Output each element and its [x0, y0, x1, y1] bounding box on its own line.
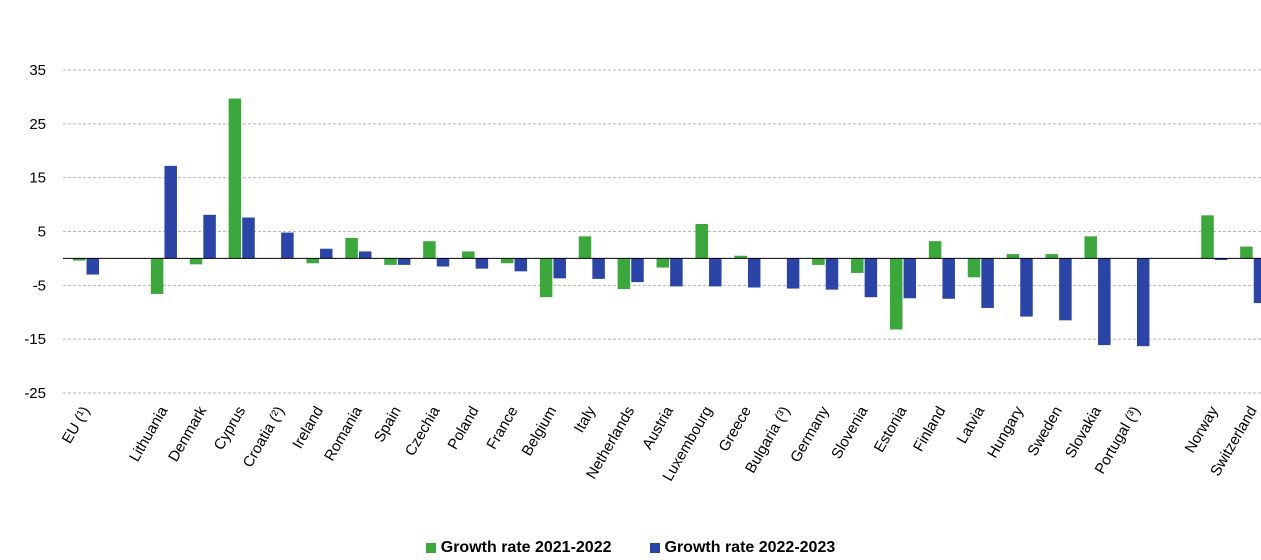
- bar-2022-2023: [981, 258, 994, 308]
- bar-2022-2023: [281, 232, 294, 259]
- bar-2022-2023: [631, 258, 644, 283]
- x-category-label: Czechia: [402, 403, 444, 459]
- x-category-label: EU (¹): [59, 404, 94, 447]
- bar-2021-2022: [1240, 246, 1253, 259]
- y-tick-label: -25: [24, 385, 46, 402]
- y-tick-label: 35: [29, 62, 46, 79]
- x-category-label: Spain: [371, 404, 405, 446]
- bar-2022-2023: [592, 258, 605, 279]
- legend-swatch-2022-2023: [649, 543, 660, 553]
- bar-2022-2023: [242, 217, 255, 259]
- bar-2021-2022: [384, 258, 397, 265]
- bars: [72, 98, 1261, 347]
- bar-2021-2022: [1045, 254, 1059, 259]
- x-category-label: Poland: [444, 403, 482, 452]
- x-category-label: Sweden: [1024, 404, 1066, 459]
- bar-2021-2022: [1201, 215, 1214, 259]
- x-category-label: Denmark: [165, 403, 210, 465]
- bar-2021-2022: [228, 98, 242, 259]
- bar-2022-2023: [747, 258, 761, 288]
- x-category-label: Ireland: [289, 404, 327, 452]
- bar-2021-2022: [928, 241, 942, 259]
- x-category-label: Finland: [910, 404, 949, 455]
- y-axis-tick-labels: 35 25 15 5 -5 -15 -25: [24, 62, 46, 402]
- bar-2022-2023: [825, 258, 839, 290]
- bar-2021-2022: [851, 258, 864, 273]
- legend-swatch-2021-2022: [425, 543, 436, 553]
- bar-2021-2022: [306, 258, 319, 264]
- y-tick-label: 5: [38, 224, 46, 241]
- bar-2022-2023: [86, 258, 100, 275]
- bar-2021-2022: [578, 236, 592, 259]
- bar-2021-2022: [617, 258, 631, 290]
- bar-2022-2023: [553, 258, 566, 279]
- bar-2021-2022: [1084, 236, 1097, 259]
- y-tick-label: -5: [33, 277, 46, 294]
- x-category-label: Hungary: [984, 403, 1027, 461]
- bar-2021-2022: [150, 258, 164, 294]
- x-category-label: Slovakia: [1062, 403, 1105, 461]
- bar-2022-2023: [1136, 258, 1150, 347]
- bar-2021-2022: [500, 258, 514, 264]
- bar-2021-2022: [539, 258, 553, 298]
- y-tick-label: -15: [24, 331, 46, 348]
- bar-2022-2023: [864, 258, 878, 298]
- x-category-label: Estonia: [871, 403, 911, 455]
- bar-2022-2023: [670, 258, 683, 287]
- bar-2021-2022: [889, 258, 903, 330]
- bar-2022-2023: [1059, 258, 1072, 321]
- bar-2021-2022: [812, 258, 825, 265]
- bar-2022-2023: [1020, 258, 1033, 317]
- y-tick-label: 25: [29, 116, 46, 133]
- bar-2021-2022: [72, 258, 86, 261]
- x-category-label: Cyprus: [211, 404, 249, 454]
- bar-2022-2023: [436, 258, 450, 267]
- bar-2021-2022: [1006, 254, 1020, 259]
- bar-2022-2023: [164, 165, 177, 259]
- y-tick-label: 15: [29, 170, 46, 187]
- bar-2022-2023: [475, 258, 489, 269]
- bar-2021-2022: [189, 258, 203, 265]
- bar-2021-2022: [967, 258, 981, 278]
- x-category-label: France: [483, 404, 521, 453]
- legend-label-2022-2023: Growth rate 2022-2023: [664, 539, 836, 556]
- x-category-label: Italy: [571, 403, 600, 436]
- x-category-label: Belgium: [519, 404, 561, 459]
- bar-2022-2023: [1098, 258, 1111, 346]
- bar-2021-2022: [656, 258, 670, 268]
- bar-2022-2023: [320, 248, 333, 259]
- bar-2021-2022: [345, 237, 358, 259]
- legend-label-2021-2022: Growth rate 2021-2022: [440, 539, 612, 556]
- bar-2022-2023: [397, 258, 411, 265]
- x-category-label: Romania: [321, 403, 366, 464]
- bar-2021-2022: [462, 251, 475, 259]
- bar-2021-2022: [423, 241, 436, 259]
- legend-item-2022-2023: Growth rate 2022-2023: [649, 536, 836, 560]
- x-category-label: Germany: [787, 403, 833, 465]
- bar-2022-2023: [786, 258, 800, 289]
- bar-2021-2022: [695, 223, 708, 259]
- x-category-label: Norway: [1182, 403, 1222, 456]
- legend-item-2021-2022: Growth rate 2021-2022: [425, 536, 612, 560]
- bar-2022-2023: [358, 251, 372, 259]
- x-category-label: Austria: [639, 403, 677, 452]
- bar-2021-2022: [734, 255, 747, 259]
- legend: Growth rate 2021-2022 Growth rate 2022-2…: [0, 536, 1261, 560]
- x-category-label: Greece: [716, 404, 755, 455]
- bar-2022-2023: [514, 258, 528, 272]
- bar-2022-2023: [903, 258, 917, 299]
- x-category-label: Slovenia: [828, 403, 872, 462]
- bar-2022-2023: [942, 258, 955, 299]
- bar-2022-2023: [1253, 258, 1261, 304]
- bar-2022-2023: [1214, 258, 1228, 261]
- bar-2022-2023: [709, 258, 722, 287]
- x-category-label: Latvia: [954, 403, 989, 447]
- bar-2022-2023: [203, 214, 216, 259]
